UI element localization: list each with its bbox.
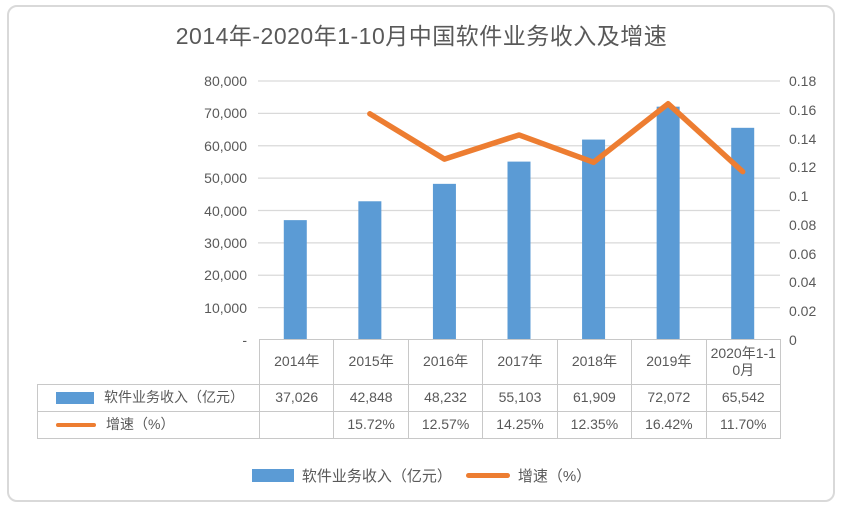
table-value-cell: 65,542 [705,384,782,412]
table-value-cell [258,411,335,439]
chart-title: 2014年-2020年1-10月中国软件业务收入及增速 [175,23,668,49]
y-axis-right-tick: 0.1 [789,188,809,205]
table-value-cell: 48,232 [407,384,484,412]
y-axis-right-tick: 0.04 [789,274,817,291]
y-axis-right-tick: 0.18 [789,73,817,89]
growth-series-swatch-icon [465,473,510,478]
table-series-name: 增速（%） [106,416,175,433]
revenue-bar-2014年 [283,220,307,340]
y-axis-right-tick: 0.08 [789,216,817,233]
table-series-name: 软件业务收入（亿元） [104,389,244,406]
y-axis-left-tick: 30,000 [204,234,247,251]
y-axis-right-tick: 0.06 [789,245,817,262]
revenue-bar-2015年 [358,201,382,340]
y-axis-left-tick: - [242,332,247,348]
legend-item-growth: 增速（%） [465,465,592,486]
table-value-cell: 16.42% [631,411,707,439]
table-category-row: 2014年 2015年 2016年 2017年 2018年 2019年 2020年1-10月 [38,339,782,385]
table-value-cell: 55,103 [482,384,558,412]
revenue-series-swatch-icon [251,469,294,482]
revenue-bar-2019年 [656,106,680,340]
y-axis-left-tick: 70,000 [204,105,247,122]
line-series-swatch-icon [56,423,96,427]
table-corner-blank [38,340,260,385]
legend-label-revenue: 软件业务收入（亿元） [301,468,452,485]
revenue-bar-2017年 [507,161,531,340]
revenue-bar-2016年 [432,183,456,340]
y-axis-left-tick: 80,000 [204,73,247,89]
table-category-cell: 2016年 [407,339,484,385]
y-axis-left-tick: 40,000 [204,202,247,219]
table-category-cell: 2018年 [556,339,633,385]
bar-series-swatch-icon [56,392,94,404]
y-axis-right-tick: 0 [789,332,797,348]
y-axis-left-tick: 20,000 [204,267,247,284]
table-category-cell: 2019年 [631,339,707,385]
table-category-cell: 2014年 [258,339,335,385]
y-axis-right-tick: 0.14 [789,130,817,147]
table-category-cell: 2015年 [333,339,409,385]
table-value-cell: 12.35% [556,411,633,439]
table-value-cell: 37,026 [258,384,335,412]
revenue-bar-2020年1-10月 [731,127,755,341]
table-value-cell: 15.72% [333,411,409,439]
y-axis-left-tick: 50,000 [204,170,247,187]
table-series-row: 增速（%） 15.72% 12.57% 14.25% 12.35% 16.42% 11.70… [37,411,782,439]
chart-legend: 软件业务收入（亿元） 增速（%） [0,465,843,486]
y-axis-right-tick: 0.16 [789,101,817,118]
data-table: 2014年 2015年 2016年 2017年 2018年 2019年 2020年1-10月… [37,339,782,439]
table-series-header: 增速（%） [37,411,260,439]
table-value-cell: 61,909 [556,384,633,412]
revenue-bar-2018年 [582,139,606,340]
growth-rate-line [367,100,746,175]
legend-item-revenue: 软件业务收入（亿元） [251,465,452,486]
y-axis-right-tick: 0.02 [789,303,817,320]
table-series-row: 软件业务收入（亿元） 37,026 42,848 48,232 55,103 61,909… [37,384,782,412]
legend-label-growth: 增速（%） [517,468,592,485]
table-value-cell: 72,072 [631,384,707,412]
table-value-cell: 42,848 [333,384,409,412]
table-value-cell: 11.70% [705,411,782,439]
table-value-cell: 14.25% [482,411,558,439]
y-axis-right-tick: 0.12 [789,159,817,176]
y-axis-left-tick: 10,000 [204,299,247,316]
table-category-cell: 2020年1-10月 [705,339,782,385]
y-axis-left-tick: 60,000 [204,137,247,154]
table-series-header: 软件业务收入（亿元） [37,384,260,412]
table-value-cell: 12.57% [407,411,484,439]
table-category-cell: 2017年 [482,339,558,385]
